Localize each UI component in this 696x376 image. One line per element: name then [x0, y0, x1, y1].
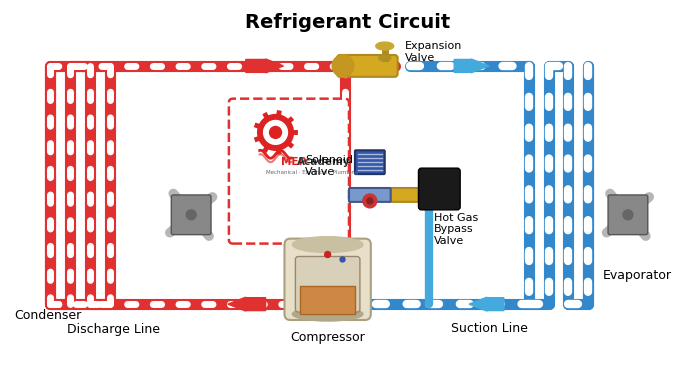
FancyBboxPatch shape	[285, 239, 371, 320]
Text: MEP: MEP	[280, 157, 306, 167]
Circle shape	[264, 120, 287, 144]
FancyArrow shape	[454, 59, 489, 73]
Circle shape	[258, 115, 294, 150]
Text: Refrigerant Circuit: Refrigerant Circuit	[246, 13, 450, 32]
FancyArrow shape	[469, 297, 504, 311]
Circle shape	[340, 257, 345, 262]
FancyArrow shape	[246, 59, 283, 73]
Text: Suction Line: Suction Line	[450, 322, 528, 335]
FancyBboxPatch shape	[301, 286, 355, 314]
Ellipse shape	[292, 237, 363, 253]
FancyBboxPatch shape	[418, 168, 460, 210]
Circle shape	[332, 55, 354, 77]
FancyBboxPatch shape	[355, 150, 385, 174]
Ellipse shape	[292, 307, 363, 321]
Text: Mechanical · Electrical · Plumbing: Mechanical · Electrical · Plumbing	[266, 170, 358, 174]
Text: Compressor: Compressor	[290, 331, 365, 344]
Text: Discharge Line: Discharge Line	[68, 323, 160, 336]
Text: Evaporator: Evaporator	[603, 269, 672, 282]
FancyBboxPatch shape	[171, 195, 211, 235]
FancyBboxPatch shape	[388, 188, 430, 202]
Text: Expansion
Valve: Expansion Valve	[404, 41, 462, 63]
Circle shape	[269, 126, 281, 138]
FancyBboxPatch shape	[295, 256, 360, 312]
Ellipse shape	[379, 55, 390, 61]
Text: Solenoid
Valve: Solenoid Valve	[306, 155, 354, 177]
Circle shape	[363, 194, 377, 208]
Text: Condenser: Condenser	[15, 309, 81, 322]
Circle shape	[623, 210, 633, 220]
FancyArrow shape	[228, 297, 266, 311]
Circle shape	[324, 252, 331, 258]
Circle shape	[187, 210, 196, 220]
Circle shape	[367, 198, 373, 204]
Text: Hot Gas
Bypass
Valve: Hot Gas Bypass Valve	[434, 213, 479, 246]
FancyBboxPatch shape	[229, 99, 349, 244]
FancyBboxPatch shape	[349, 188, 390, 202]
FancyBboxPatch shape	[337, 55, 397, 77]
Text: Academy: Academy	[297, 157, 351, 167]
Ellipse shape	[376, 42, 394, 50]
FancyBboxPatch shape	[608, 195, 648, 235]
